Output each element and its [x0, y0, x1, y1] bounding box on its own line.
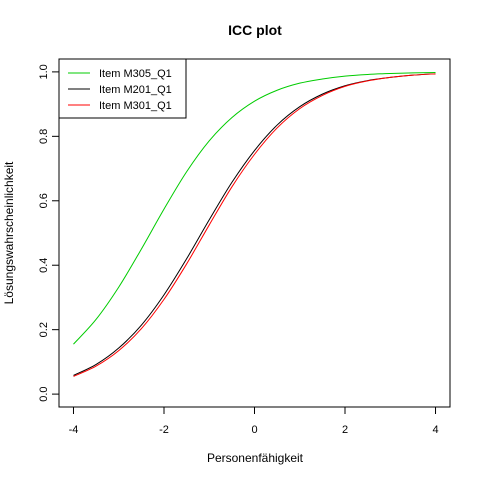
series-line-item-m201-q1 [73, 73, 436, 376]
series-line-item-m305-q1 [73, 72, 436, 345]
series-lines [73, 72, 436, 377]
legend-label: Item M305_Q1 [99, 68, 172, 80]
x-tick-label: -2 [159, 424, 169, 436]
y-tick-label: 0.6 [38, 193, 50, 208]
legend-label: Item M301_Q1 [99, 100, 172, 112]
x-tick-label: -4 [69, 424, 79, 436]
x-axis: -4 -2 0 2 4 [69, 406, 439, 436]
legend-label: Item M201_Q1 [99, 84, 172, 96]
y-tick-label: 0.8 [38, 129, 50, 144]
legend: Item M305_Q1 Item M201_Q1 Item M301_Q1 [58, 58, 187, 119]
x-axis-label: Personenfähigkeit [207, 451, 304, 465]
y-tick-label: 0.4 [38, 258, 50, 273]
y-axis-label: Lösungswahrscheinlichkeit [2, 161, 16, 304]
x-tick-label: 2 [342, 424, 348, 436]
x-tick-label: 4 [432, 424, 438, 436]
series-line-item-m301-q1 [73, 73, 436, 377]
y-tick-label: 0.2 [38, 322, 50, 337]
y-tick-label: 1.0 [38, 64, 50, 79]
y-tick-label: 0.0 [38, 386, 50, 401]
y-axis: 0.0 0.2 0.4 0.6 0.8 1.0 [38, 64, 60, 402]
x-tick-label: 0 [251, 424, 257, 436]
chart-title: ICC plot [228, 22, 282, 38]
